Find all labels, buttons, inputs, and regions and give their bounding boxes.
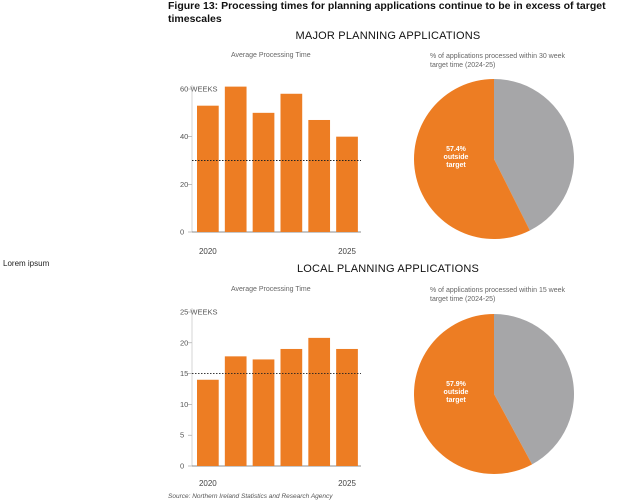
pie-data-label: target [446,162,466,169]
pie-slice-inside-target [494,79,574,231]
pie-slice-inside-target [494,314,574,465]
source-note: Source: Northern Ireland Statistics and … [168,493,333,500]
y-tick-label: 10 [180,400,188,409]
pie-slice-outside-target [414,79,530,239]
bar [252,359,275,466]
local-pie-caption: % of applications processed within 15 we… [430,287,566,303]
figure-title: Figure 13: Processing times for planning… [168,0,606,25]
side-label: Lorem ipsum [3,259,50,268]
y-tick-label: 40 [180,132,188,141]
y-tick-label: 20 [180,338,188,347]
bar [280,93,303,233]
y-tick-label: 15 [180,369,188,378]
bar [197,379,219,466]
bar [280,348,303,466]
y-tick-label: 60 WEEKS [180,85,218,94]
local-bar-caption: Average Processing Time [231,286,311,293]
x-tick-label: 2025 [338,247,356,256]
bar [224,86,247,232]
major-bar-caption: Average Processing Time [231,52,311,59]
x-tick-label: 2025 [338,479,356,488]
bar [224,356,247,466]
pie-data-label: target [446,397,466,404]
bar [252,112,275,232]
y-tick-label: 25 WEEKS [180,308,218,317]
bar [308,119,331,232]
pie-data-label: 57.4% [446,146,467,153]
x-tick-label: 2020 [199,247,217,256]
local-section-title: LOCAL PLANNING APPLICATIONS [296,263,480,275]
y-tick-label: 0 [180,462,184,471]
major-pie-caption: % of applications processed within 30 we… [430,53,566,69]
y-tick-label: 5 [180,431,184,440]
pie-data-label: outside [444,154,469,161]
pie-data-label: outside [444,389,469,396]
x-tick-label: 2020 [199,479,217,488]
y-tick-label: 20 [180,180,188,189]
pie-slice-outside-target [414,314,533,475]
bar [336,348,358,466]
major-section-title: MAJOR PLANNING APPLICATIONS [295,30,481,42]
pie-data-label: 57.9% [446,381,467,388]
bar [197,105,219,232]
y-tick-label: 0 [180,228,184,237]
bar [308,337,331,466]
